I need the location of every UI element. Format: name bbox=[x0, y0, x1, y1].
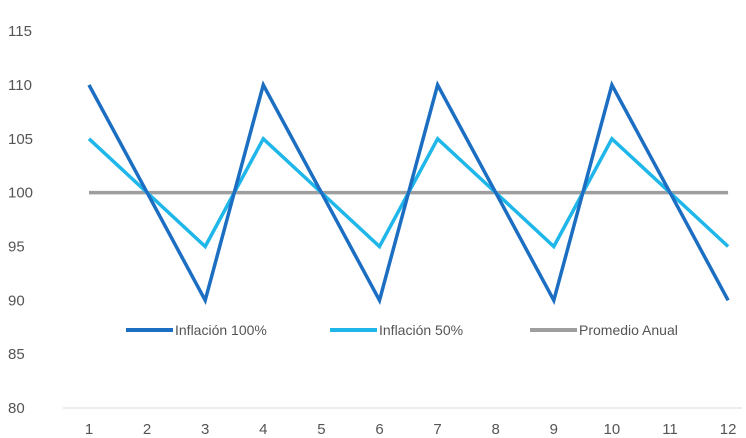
x-tick-label: 9 bbox=[550, 421, 558, 438]
x-tick-label: 12 bbox=[720, 421, 737, 438]
x-tick-label: 8 bbox=[492, 421, 500, 438]
legend-label-0: Inflación 100% bbox=[175, 322, 267, 338]
y-tick-label: 80 bbox=[8, 400, 25, 417]
x-tick-label: 3 bbox=[201, 421, 209, 438]
y-tick-label: 115 bbox=[8, 23, 32, 40]
y-tick-label: 110 bbox=[8, 77, 32, 94]
y-tick-label: 95 bbox=[8, 238, 25, 255]
x-tick-label: 11 bbox=[662, 421, 678, 438]
series-lines bbox=[89, 85, 728, 300]
x-tick-label: 4 bbox=[259, 421, 267, 438]
legend: Inflación 100% Inflación 50% Promedio Anua… bbox=[126, 322, 678, 338]
x-tick-label: 1 bbox=[85, 421, 93, 438]
x-tick-label: 7 bbox=[433, 421, 441, 438]
legend-label-1: Inflación 50% bbox=[379, 322, 463, 338]
x-axis-ticks: 1 2 3 4 5 6 7 8 9 10 11 12 bbox=[85, 421, 737, 438]
y-tick-label: 85 bbox=[8, 346, 25, 363]
x-tick-label: 2 bbox=[143, 421, 151, 438]
y-tick-label: 90 bbox=[8, 292, 25, 309]
y-tick-label: 100 bbox=[8, 185, 33, 202]
x-tick-label: 5 bbox=[317, 421, 325, 438]
x-tick-label: 6 bbox=[375, 421, 383, 438]
y-axis-ticks: 80 85 90 95 100 105 110 115 bbox=[8, 23, 33, 417]
legend-label-2: Promedio Anual bbox=[579, 322, 678, 338]
y-tick-label: 105 bbox=[8, 131, 33, 148]
x-tick-label: 10 bbox=[604, 421, 621, 438]
